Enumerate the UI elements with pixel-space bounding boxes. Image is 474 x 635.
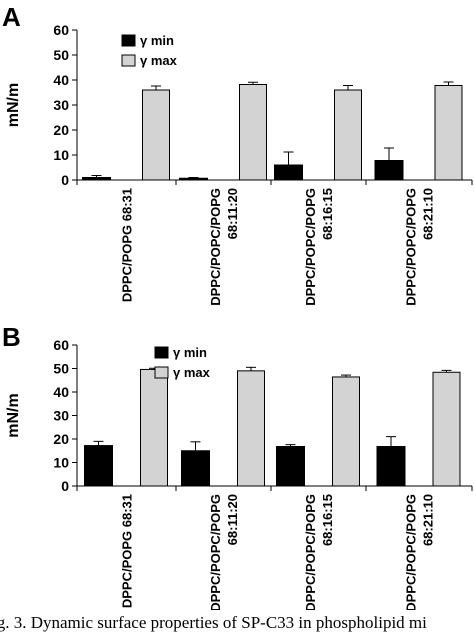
y-tick-label: 30	[53, 97, 69, 113]
bar-gamma-max	[239, 84, 267, 181]
y-tick-label: 0	[61, 172, 69, 188]
bar-gamma-max	[142, 89, 170, 181]
x-category-label: 68:16:15	[320, 494, 335, 546]
y-tick-label: 20	[53, 122, 69, 138]
y-axis-label: mN/m	[5, 83, 22, 127]
x-category-label: DPPC/POPG 68:31	[120, 188, 135, 302]
bar-gamma-min	[274, 164, 303, 181]
bar-gamma-min	[181, 450, 210, 487]
bar-gamma-max	[334, 89, 362, 181]
x-category-label: 68:21:10	[421, 494, 436, 546]
x-category-label: DPPC/POPC/POPG	[404, 188, 419, 306]
figure-panels: A 0 10 20 30 40 50 60 mN/m DPPC/POPG 68:31 DPPC/PO…	[2, 2, 473, 610]
bar-gamma-min	[276, 446, 305, 487]
bar-gamma-max	[332, 376, 360, 487]
legend-label-gamma-max: γ max	[173, 365, 211, 380]
y-tick-label: 50	[53, 361, 69, 377]
x-category-label: DPPC/POPG 68:31	[120, 494, 135, 608]
bar-gamma-min	[84, 445, 113, 487]
legend-swatch-gamma-min	[121, 34, 136, 47]
chart-panel-a: A 0 10 20 30 40 50 60 mN/m DPPC/POPG 68:31 DPPC/PO…	[2, 2, 473, 306]
bar-gamma-min	[179, 177, 208, 181]
y-tick-label: 40	[53, 72, 69, 88]
bar-gamma-max	[237, 370, 265, 487]
x-category-label: DPPC/POPC/POPG	[208, 188, 223, 306]
y-tick-label: 20	[53, 431, 69, 447]
bar-gamma-max	[432, 371, 461, 487]
y-tick-label: 30	[53, 408, 69, 424]
legend-swatch-gamma-max	[121, 54, 136, 67]
y-tick-label: 60	[53, 22, 69, 38]
legend-label-gamma-max: γ max	[140, 53, 178, 68]
x-category-label: DPPC/POPC/POPG	[303, 188, 318, 306]
legend-label-gamma-min: γ min	[173, 345, 207, 360]
y-tick-label: 10	[53, 147, 69, 163]
panel-letter: A	[2, 2, 21, 32]
x-category-label: 68:21:10	[421, 188, 436, 240]
legend-swatch-gamma-max	[154, 366, 169, 379]
x-category-label: 68:11:20	[225, 188, 240, 239]
legend-label-gamma-min: γ min	[140, 33, 174, 48]
x-category-label: DPPC/POPC/POPG	[303, 494, 318, 610]
y-tick-label: 40	[53, 384, 69, 400]
y-axis-label: mN/m	[5, 393, 22, 437]
bar-gamma-max	[434, 85, 463, 181]
chart-panel-b: B 0 10 20 30 40 50 60 mN/m DPPC/POPG 68:31 DPPC/PO…	[2, 322, 473, 610]
bar-gamma-min	[376, 446, 406, 487]
bar-gamma-min	[374, 160, 404, 181]
legend-swatch-gamma-min	[154, 346, 169, 359]
panel-letter: B	[2, 322, 21, 352]
bar-gamma-max	[140, 368, 168, 487]
x-category-label: 68:11:20	[225, 494, 240, 545]
bar-gamma-min	[82, 177, 111, 181]
x-category-label: DPPC/POPC/POPG	[404, 494, 419, 610]
x-category-label: DPPC/POPC/POPG	[208, 494, 223, 610]
y-tick-label: 10	[53, 455, 69, 471]
x-category-label: 68:16:15	[320, 188, 335, 240]
y-tick-label: 0	[61, 478, 69, 494]
figure-caption: ig. 3. Dynamic surface properties of SP-…	[0, 613, 427, 632]
y-tick-label: 60	[53, 337, 69, 353]
y-tick-label: 50	[53, 47, 69, 63]
